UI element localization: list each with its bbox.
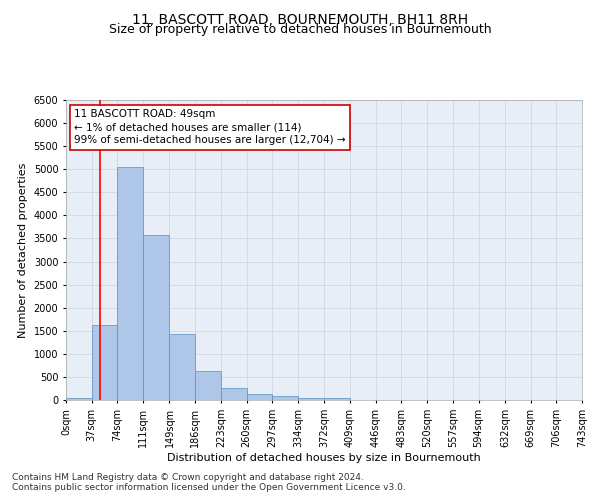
- Bar: [325, 398, 350, 400]
- Bar: [247, 394, 272, 400]
- X-axis label: Distribution of detached houses by size in Bournemouth: Distribution of detached houses by size …: [167, 452, 481, 462]
- Bar: [298, 398, 325, 400]
- Bar: [92, 325, 118, 400]
- Text: 11, BASCOTT ROAD, BOURNEMOUTH, BH11 8RH: 11, BASCOTT ROAD, BOURNEMOUTH, BH11 8RH: [132, 12, 468, 26]
- Bar: [118, 167, 143, 400]
- Text: Contains HM Land Registry data © Crown copyright and database right 2024.: Contains HM Land Registry data © Crown c…: [12, 473, 364, 482]
- Y-axis label: Number of detached properties: Number of detached properties: [18, 162, 28, 338]
- Text: Size of property relative to detached houses in Bournemouth: Size of property relative to detached ho…: [109, 22, 491, 36]
- Bar: [272, 396, 298, 400]
- Text: Contains public sector information licensed under the Open Government Licence v3: Contains public sector information licen…: [12, 483, 406, 492]
- Bar: [169, 334, 195, 400]
- Bar: [195, 372, 221, 400]
- Text: 11 BASCOTT ROAD: 49sqm
← 1% of detached houses are smaller (114)
99% of semi-det: 11 BASCOTT ROAD: 49sqm ← 1% of detached …: [74, 109, 346, 146]
- Bar: [221, 388, 247, 400]
- Bar: [66, 398, 92, 400]
- Bar: [143, 235, 169, 400]
